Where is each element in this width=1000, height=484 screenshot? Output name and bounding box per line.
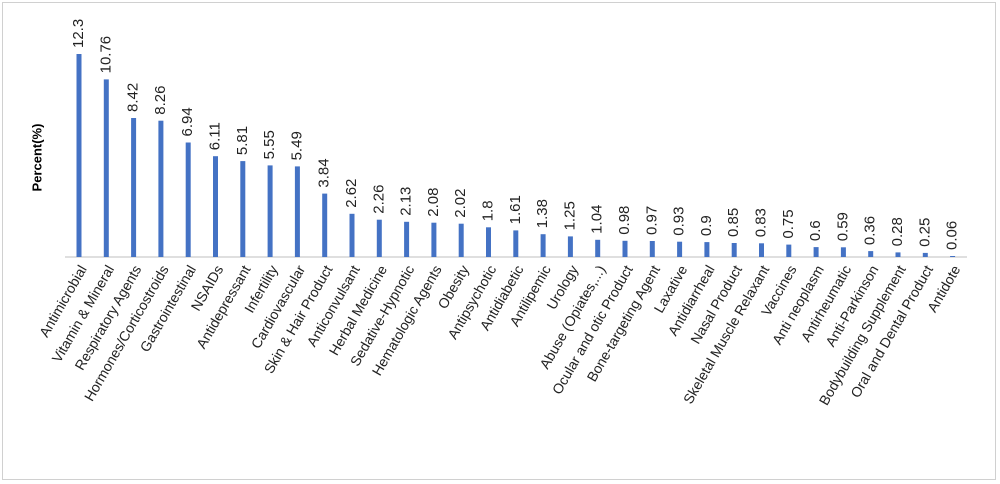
data-label: 0.9: [698, 215, 715, 236]
bar: [240, 161, 246, 257]
bar: [595, 239, 601, 257]
bar: [158, 120, 164, 257]
bar: [567, 236, 573, 257]
bar: [458, 223, 464, 257]
bar: [895, 252, 901, 257]
data-label: 0.28: [889, 217, 906, 246]
bar: [786, 244, 792, 257]
bar: [131, 118, 137, 257]
bar: [267, 165, 273, 257]
bar: [103, 79, 109, 258]
bar: [704, 242, 710, 257]
bar: [76, 54, 82, 257]
bar: [540, 234, 546, 257]
bar: [376, 219, 382, 257]
data-label: 2.13: [398, 187, 415, 216]
data-label: 0.83: [753, 208, 770, 237]
data-label: 0.59: [834, 212, 851, 241]
data-label: 8.26: [152, 85, 169, 114]
data-label: 0.06: [944, 221, 961, 250]
bar: [840, 247, 846, 257]
bar: [213, 156, 218, 257]
data-label: 0.6: [807, 220, 824, 241]
data-label: 0.25: [916, 218, 933, 247]
data-label: 2.26: [370, 184, 387, 213]
data-label: 5.81: [234, 126, 251, 155]
bar: [486, 227, 491, 257]
data-label: 10.76: [97, 36, 114, 74]
data-label: 0.97: [643, 206, 660, 235]
data-label: 0.85: [725, 208, 742, 237]
data-label: 6.11: [207, 122, 224, 150]
bar: [677, 241, 683, 257]
data-label: 3.84: [316, 158, 333, 187]
data-label: 1.38: [534, 199, 551, 228]
bar: [731, 243, 737, 257]
data-label: 2.62: [343, 179, 360, 208]
bar: [431, 222, 437, 257]
bar: [649, 241, 655, 257]
data-label: 2.02: [452, 188, 469, 217]
data-label: 6.94: [179, 107, 196, 136]
data-label: 2.08: [425, 187, 442, 216]
data-label: 0.98: [616, 206, 633, 235]
data-label: 0.36: [862, 216, 879, 245]
data-label: 8.42: [125, 83, 142, 112]
bar: [185, 142, 191, 257]
bar: [868, 251, 874, 257]
bar: [759, 243, 764, 257]
data-label: 0.75: [780, 209, 797, 238]
data-label: 1.25: [561, 201, 578, 230]
data-label: 12.3: [70, 19, 87, 48]
data-label: 1.8: [480, 200, 497, 221]
bar: [404, 221, 410, 257]
bar: [950, 256, 956, 257]
bar: [349, 213, 355, 257]
bar: [922, 252, 928, 257]
data-label: 0.93: [671, 206, 688, 235]
bar: [813, 247, 819, 257]
data-label: 5.55: [261, 130, 278, 159]
bar: [513, 230, 519, 257]
data-label: 1.61: [507, 195, 524, 224]
bar: [294, 166, 300, 257]
data-label: 5.49: [288, 131, 305, 160]
bar: [622, 240, 628, 257]
data-label: 1.04: [589, 205, 606, 234]
bar: [322, 193, 328, 257]
